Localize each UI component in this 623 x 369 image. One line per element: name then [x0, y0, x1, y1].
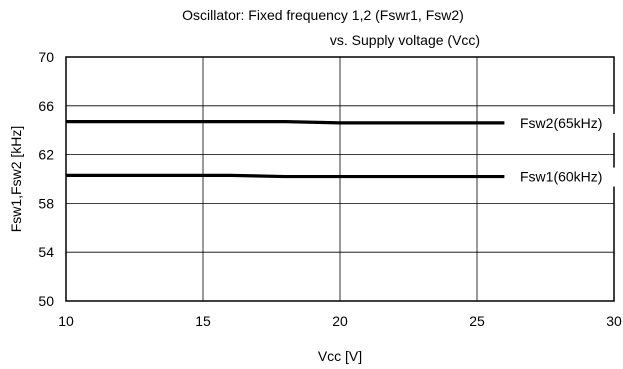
y-axis-label: Fsw1,Fsw2 [kHz]: [8, 126, 24, 233]
y-tick-label: 50: [38, 293, 54, 309]
series-label: Fsw2(65kHz): [520, 115, 602, 131]
chart-title-line-2: vs. Supply voltage (Vcc): [330, 32, 480, 48]
series-label: Fsw1(60kHz): [520, 169, 602, 185]
x-tick-label: 30: [606, 313, 622, 329]
y-tick-label: 62: [38, 147, 54, 163]
x-tick-label: 15: [195, 313, 211, 329]
series-line: [66, 173, 505, 179]
x-tick-label: 10: [58, 313, 74, 329]
series-line: [66, 120, 505, 125]
series-lines: [66, 120, 505, 179]
chart-title-line-1: Oscillator: Fixed frequency 1,2 (Fswr1, …: [182, 7, 464, 23]
y-tick-label: 66: [38, 98, 54, 114]
x-axis-label: Vcc [V]: [318, 348, 362, 364]
series-label-backdrop: [516, 113, 620, 133]
y-tick-label: 70: [38, 49, 54, 65]
x-tick-labels: 10 15 20 25 30: [58, 313, 622, 329]
x-tick-label: 25: [469, 313, 485, 329]
x-tick-label: 20: [332, 313, 348, 329]
y-tick-labels: 50 54 58 62 66 70: [38, 49, 54, 309]
y-tick-label: 54: [38, 244, 54, 260]
series-labels: Fsw2(65kHz) Fsw1(60kHz): [516, 113, 620, 187]
series-label-backdrop: [516, 167, 620, 187]
y-tick-label: 58: [38, 195, 54, 211]
